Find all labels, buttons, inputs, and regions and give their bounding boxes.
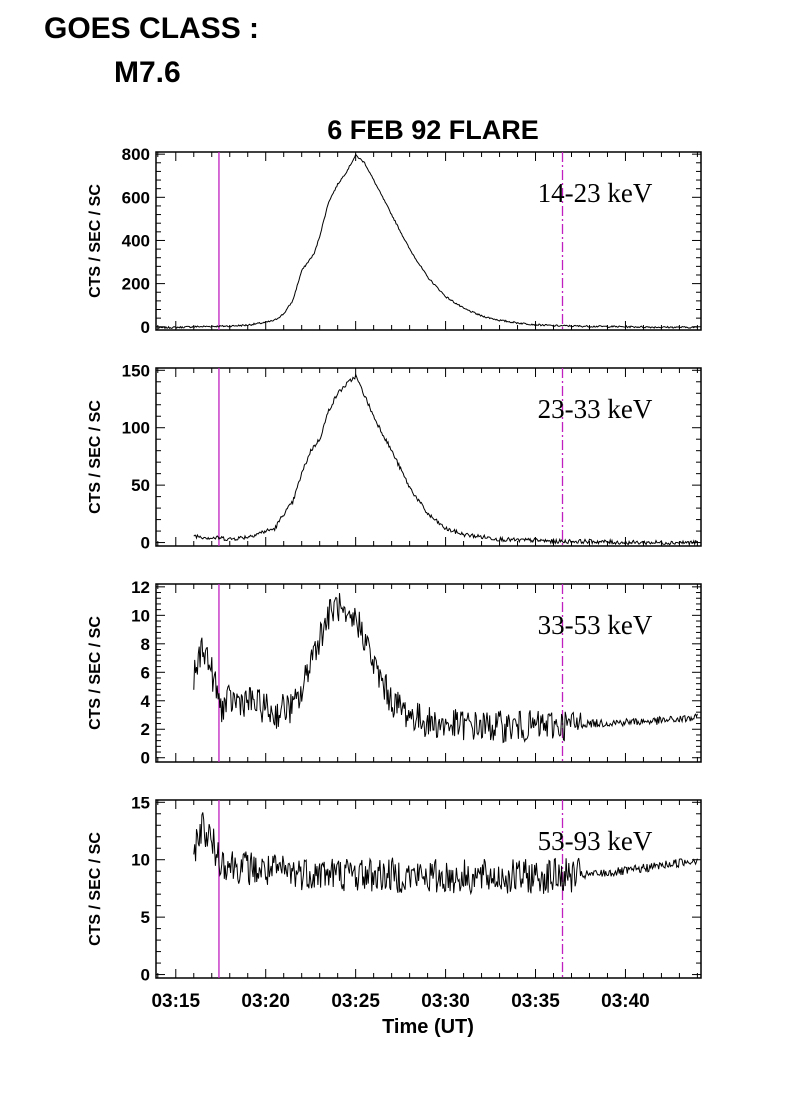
y-tick-label: 150: [122, 361, 150, 380]
panel-23-33-kev: 0 50 100 150 CTS / SEC / SC 23-33 keV: [87, 361, 702, 553]
panel-frame: [155, 799, 702, 979]
y-tick-label: 400: [122, 231, 150, 250]
y-tick-label: 5: [141, 908, 150, 927]
y-tick-label: 4: [141, 692, 151, 711]
count-rate-trace: [193, 593, 698, 744]
y-tick-label: 600: [122, 188, 150, 207]
chart-title: 6 FEB 92 FLARE: [327, 115, 539, 145]
y-tick-label: 0: [141, 966, 150, 985]
y-axis-label: CTS / SEC / SC: [87, 832, 104, 946]
panel-frame: [155, 151, 702, 331]
y-tick-label: 6: [141, 663, 150, 682]
energy-band-label: 23-33 keV: [538, 394, 653, 424]
goes-class-label: GOES CLASS :: [44, 12, 260, 45]
count-rate-trace: [157, 153, 698, 330]
x-tick-label: 03:25: [331, 991, 380, 1012]
y-tick-label: 0: [141, 318, 150, 337]
x-tick-label: 03:40: [601, 991, 650, 1012]
y-tick-label: 15: [131, 793, 150, 812]
goes-class-value: M7.6: [114, 56, 181, 89]
y-tick-label: 50: [131, 476, 150, 495]
count-rate-trace: [193, 812, 698, 896]
panel-14-23-kev: 0 200 400 600 800 CTS / SEC / SC 14-23 keV: [87, 145, 702, 337]
y-tick-label: 2: [141, 720, 150, 739]
y-tick-label: 100: [122, 419, 150, 438]
y-tick-label: 12: [131, 578, 150, 597]
x-tick-label: 03:30: [421, 991, 470, 1012]
y-tick-label: 0: [141, 749, 150, 768]
x-tick-label: 03:20: [241, 991, 290, 1012]
panel-frame: [155, 583, 702, 763]
y-axis-label: CTS / SEC / SC: [87, 184, 104, 298]
panel-33-53-kev: 0 2 4 6 8 10 12 CTS / SEC / SC 33-53 keV: [87, 578, 702, 768]
y-axis-label: CTS / SEC / SC: [87, 400, 104, 514]
count-rate-trace: [193, 372, 698, 547]
y-axis-label: CTS / SEC / SC: [87, 616, 104, 730]
panel-53-93-kev: 0 5 10 15 CTS / SEC / SC 53-93 keV: [87, 793, 702, 985]
y-tick-label: 0: [141, 534, 150, 553]
y-tick-label: 10: [131, 851, 150, 870]
panel-frame: [155, 367, 702, 547]
y-tick-label: 800: [122, 145, 150, 164]
energy-band-label: 53-93 keV: [538, 826, 653, 856]
x-tick-label: 03:35: [511, 991, 560, 1012]
x-tick-label: 03:15: [151, 991, 200, 1012]
x-axis-label: Time (UT): [382, 1016, 474, 1038]
y-tick-label: 10: [131, 606, 150, 625]
y-tick-label: 8: [141, 635, 150, 654]
y-tick-label: 200: [122, 275, 150, 294]
energy-band-label: 14-23 keV: [538, 178, 653, 208]
energy-band-label: 33-53 keV: [538, 610, 653, 640]
